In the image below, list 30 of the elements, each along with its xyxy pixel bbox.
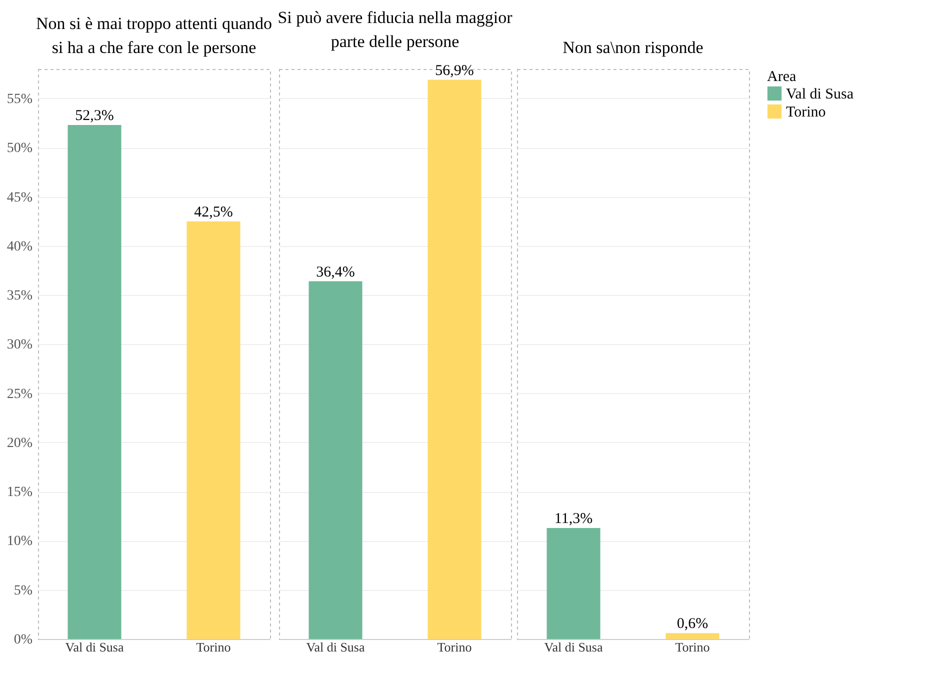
data-label: 0,6%: [676, 616, 708, 632]
x-tick-label: Val di Susa: [65, 640, 124, 654]
legend-label: Val di Susa: [786, 86, 854, 102]
data-label: 56,9%: [435, 62, 474, 79]
y-tick-label: 35%: [6, 288, 33, 304]
x-tick-label: Torino: [437, 640, 472, 654]
data-label: 36,4%: [316, 264, 355, 280]
y-tick-label: 55%: [6, 92, 33, 107]
y-tick-label: 50%: [6, 141, 33, 156]
y-tick-label: 15%: [6, 485, 33, 500]
y-tick-label: 25%: [6, 386, 33, 402]
y-tick-label: 45%: [6, 190, 33, 206]
x-tick-label: Val di Susa: [306, 640, 365, 654]
chart-title: Si può avere fiducia nella maggior parte delle persone: [278, 8, 513, 51]
y-tick-label: 10%: [6, 534, 33, 550]
data-label: 52,3%: [75, 108, 114, 124]
chart-title: Non si è mai troppo attenti quando si ha a che fare con le persone: [36, 14, 272, 57]
y-tick-label: 0%: [14, 632, 33, 648]
y-tick-label: 40%: [6, 239, 33, 254]
legend-title: Area: [767, 69, 796, 85]
x-tick-label: Torino: [196, 640, 231, 654]
data-label: 42,5%: [194, 204, 233, 220]
data-label: 11,3%: [554, 510, 593, 527]
y-tick-label: 5%: [14, 583, 33, 598]
y-tick-label: 20%: [6, 436, 33, 451]
y-tick-label: 30%: [6, 338, 33, 353]
x-tick-label: Val di Susa: [544, 640, 603, 654]
chart-title: Non sa\non risponde: [562, 38, 704, 57]
x-tick-label: Torino: [675, 640, 710, 654]
legend-label: Torino: [786, 104, 826, 120]
